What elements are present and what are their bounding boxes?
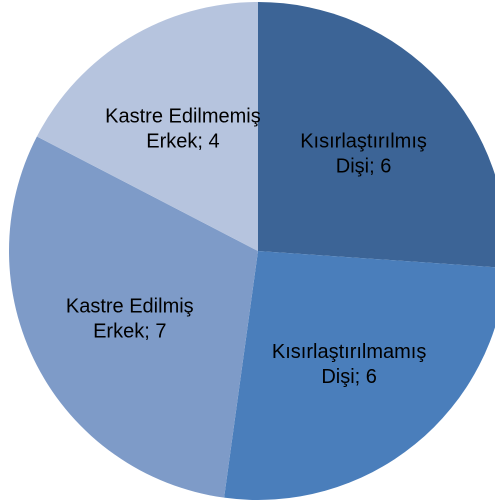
pie-slice (9, 136, 259, 498)
pie-slice (224, 251, 495, 500)
pie-slice (258, 2, 495, 268)
data-label: Kısırlaştırılmamış Dişi; 6 (272, 341, 426, 388)
pie-slice (36, 2, 258, 251)
data-label: Kastre Edilmiş Erkek; 7 (66, 295, 194, 342)
data-label: Kısırlaştırılmış Dişi; 6 (300, 130, 427, 177)
data-label: Kastre Edilmemiş Erkek; 4 (105, 106, 261, 153)
